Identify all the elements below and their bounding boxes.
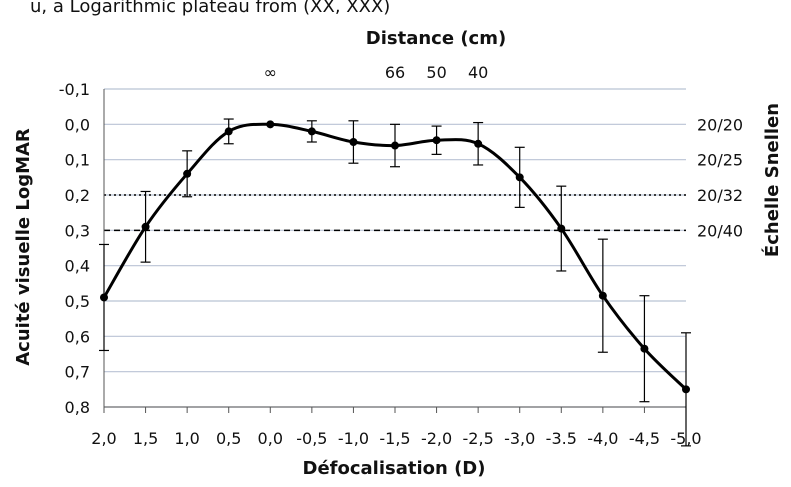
snellen-labels: 20/20 20/25 20/32 20/40 (697, 115, 743, 240)
data-point (640, 344, 649, 353)
x-tick-label: -4,0 (587, 429, 618, 448)
x-tick-label: -4,5 (629, 429, 660, 448)
x-tick-labels: 2,0 1,5 1,0 0,5 0,0 -0,5 -1,0 -1,5 -2,0 -2,5 -3,0-… (91, 429, 701, 448)
distance-label: 50 (426, 63, 446, 82)
x-tick-label: -0,5 (296, 429, 327, 448)
data-point (682, 385, 690, 394)
x-tick-label: -3.5 (546, 429, 577, 448)
data-point (141, 222, 150, 231)
data-point (432, 136, 441, 145)
y-tick-label: 0,8 (65, 398, 90, 417)
x-tick-label: -2,0 (421, 429, 452, 448)
x-axis-title: Défocalisation (D) (303, 458, 486, 479)
distance-label: 40 (468, 63, 488, 82)
data-point (349, 138, 358, 146)
x-tick-label: -1,5 (379, 429, 410, 448)
data-point (557, 224, 566, 233)
snellen-label: 20/20 (697, 115, 743, 134)
x-tick-label: -1,0 (338, 429, 369, 448)
data-point (598, 291, 607, 300)
x-tick-label: 1,5 (133, 429, 158, 448)
y2-axis-title: Échelle Snellen (761, 103, 783, 257)
data-point (266, 120, 275, 129)
x-tick-label: 0,5 (216, 429, 241, 448)
snellen-label: 20/25 (697, 151, 743, 170)
data-point (307, 127, 316, 136)
distance-labels: ∞ 66 50 40 (264, 63, 489, 82)
x-tick-label: 1,0 (174, 429, 199, 448)
data-points (100, 120, 690, 394)
data-point (391, 141, 399, 150)
snellen-label: 20/40 (697, 221, 743, 240)
y-tick-label: 0,1 (65, 151, 90, 170)
y-tick-label: 0,6 (65, 327, 90, 346)
y-tick-label: 0,3 (65, 221, 90, 240)
x-tick-label: -5,0 (670, 429, 701, 448)
snellen-label: 20/32 (697, 186, 743, 205)
y-tick-label: -0,1 (59, 80, 90, 99)
distance-label: ∞ (264, 63, 277, 82)
x-tick-label: 2,0 (91, 429, 116, 448)
x-tick-label: -3,0 (504, 429, 535, 448)
distance-label: 66 (385, 63, 405, 82)
data-point (100, 293, 108, 302)
caption-text: u, a Logarithmic plateau from (XX, XXX) (30, 0, 390, 17)
data-point (183, 169, 192, 178)
y-tick-label: 0,2 (65, 186, 90, 205)
x-tick-label: -2,5 (463, 429, 494, 448)
y-tick-label: 0,5 (65, 292, 90, 311)
y-tick-label: 0,0 (65, 115, 90, 134)
data-point (224, 127, 233, 136)
reference-lines (104, 194, 686, 232)
y-tick-labels: -0,1 0,0 0,1 0,2 0,3 0,4 0,5 0,6 0,7 0,8 (59, 80, 90, 417)
top-axis-title: Distance (cm) (366, 28, 506, 49)
y-tick-label: 0,4 (65, 257, 90, 276)
error-bars (99, 118, 691, 447)
y-axis-title: Acuité visuelle LogMAR (13, 128, 34, 366)
data-point (474, 139, 483, 148)
y-tick-label: 0,7 (65, 363, 90, 382)
x-tick-label: 0,0 (258, 429, 283, 448)
data-point (515, 173, 524, 182)
